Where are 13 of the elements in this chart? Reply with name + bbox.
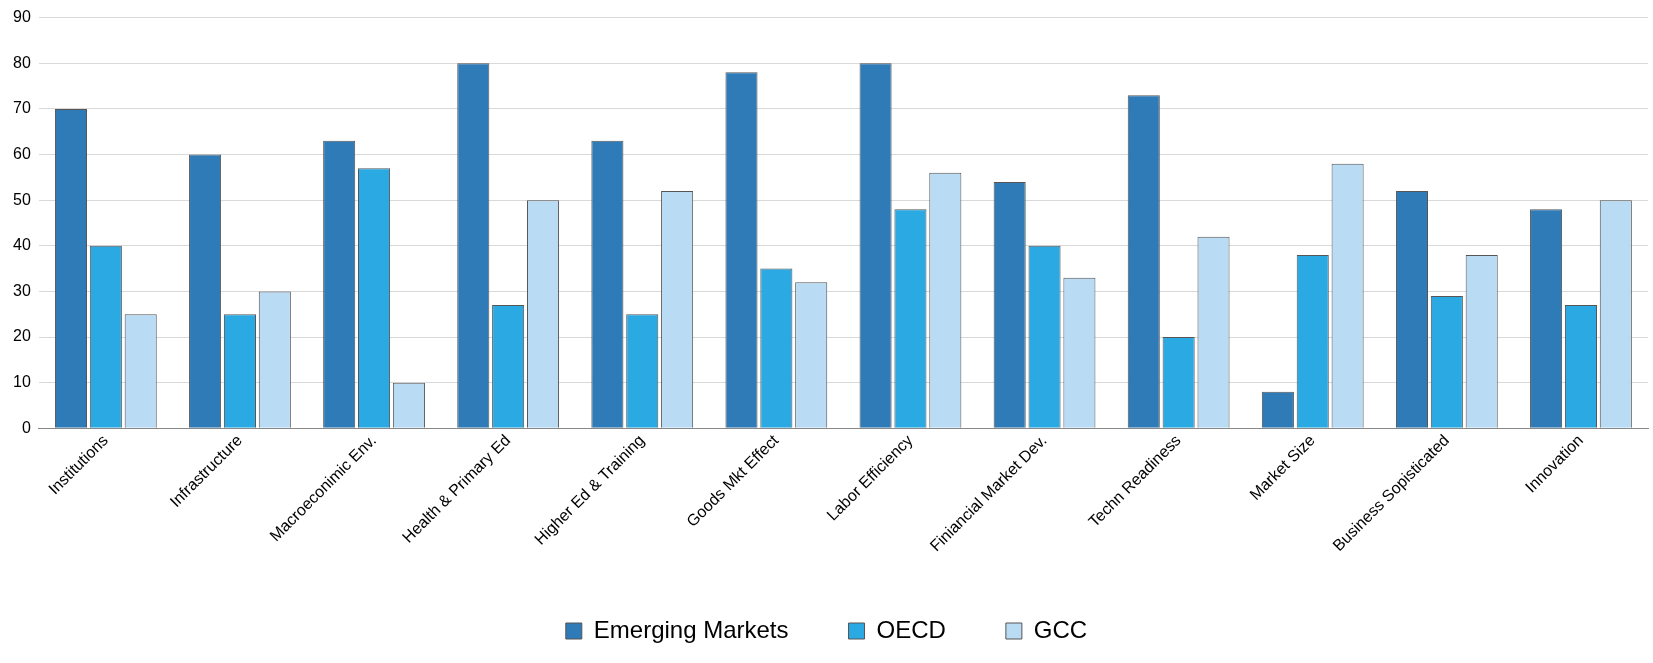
- legend-label: Emerging Markets: [593, 615, 789, 643]
- legend-label: OECD: [876, 615, 946, 643]
- y-tick-label: 40: [13, 236, 31, 254]
- y-tick-label: 0: [21, 418, 31, 436]
- y-tick-label: 70: [13, 99, 31, 117]
- y-tick-label: 90: [13, 8, 31, 26]
- y-tick-label: 20: [13, 327, 31, 345]
- y-tick-label: 10: [13, 373, 31, 391]
- y-tick-label: 60: [13, 144, 31, 162]
- legend-label: GCC: [1033, 615, 1088, 643]
- y-tick-label: 80: [13, 53, 31, 71]
- y-tick-label: 30: [13, 281, 31, 299]
- y-tick-label: 50: [13, 190, 31, 208]
